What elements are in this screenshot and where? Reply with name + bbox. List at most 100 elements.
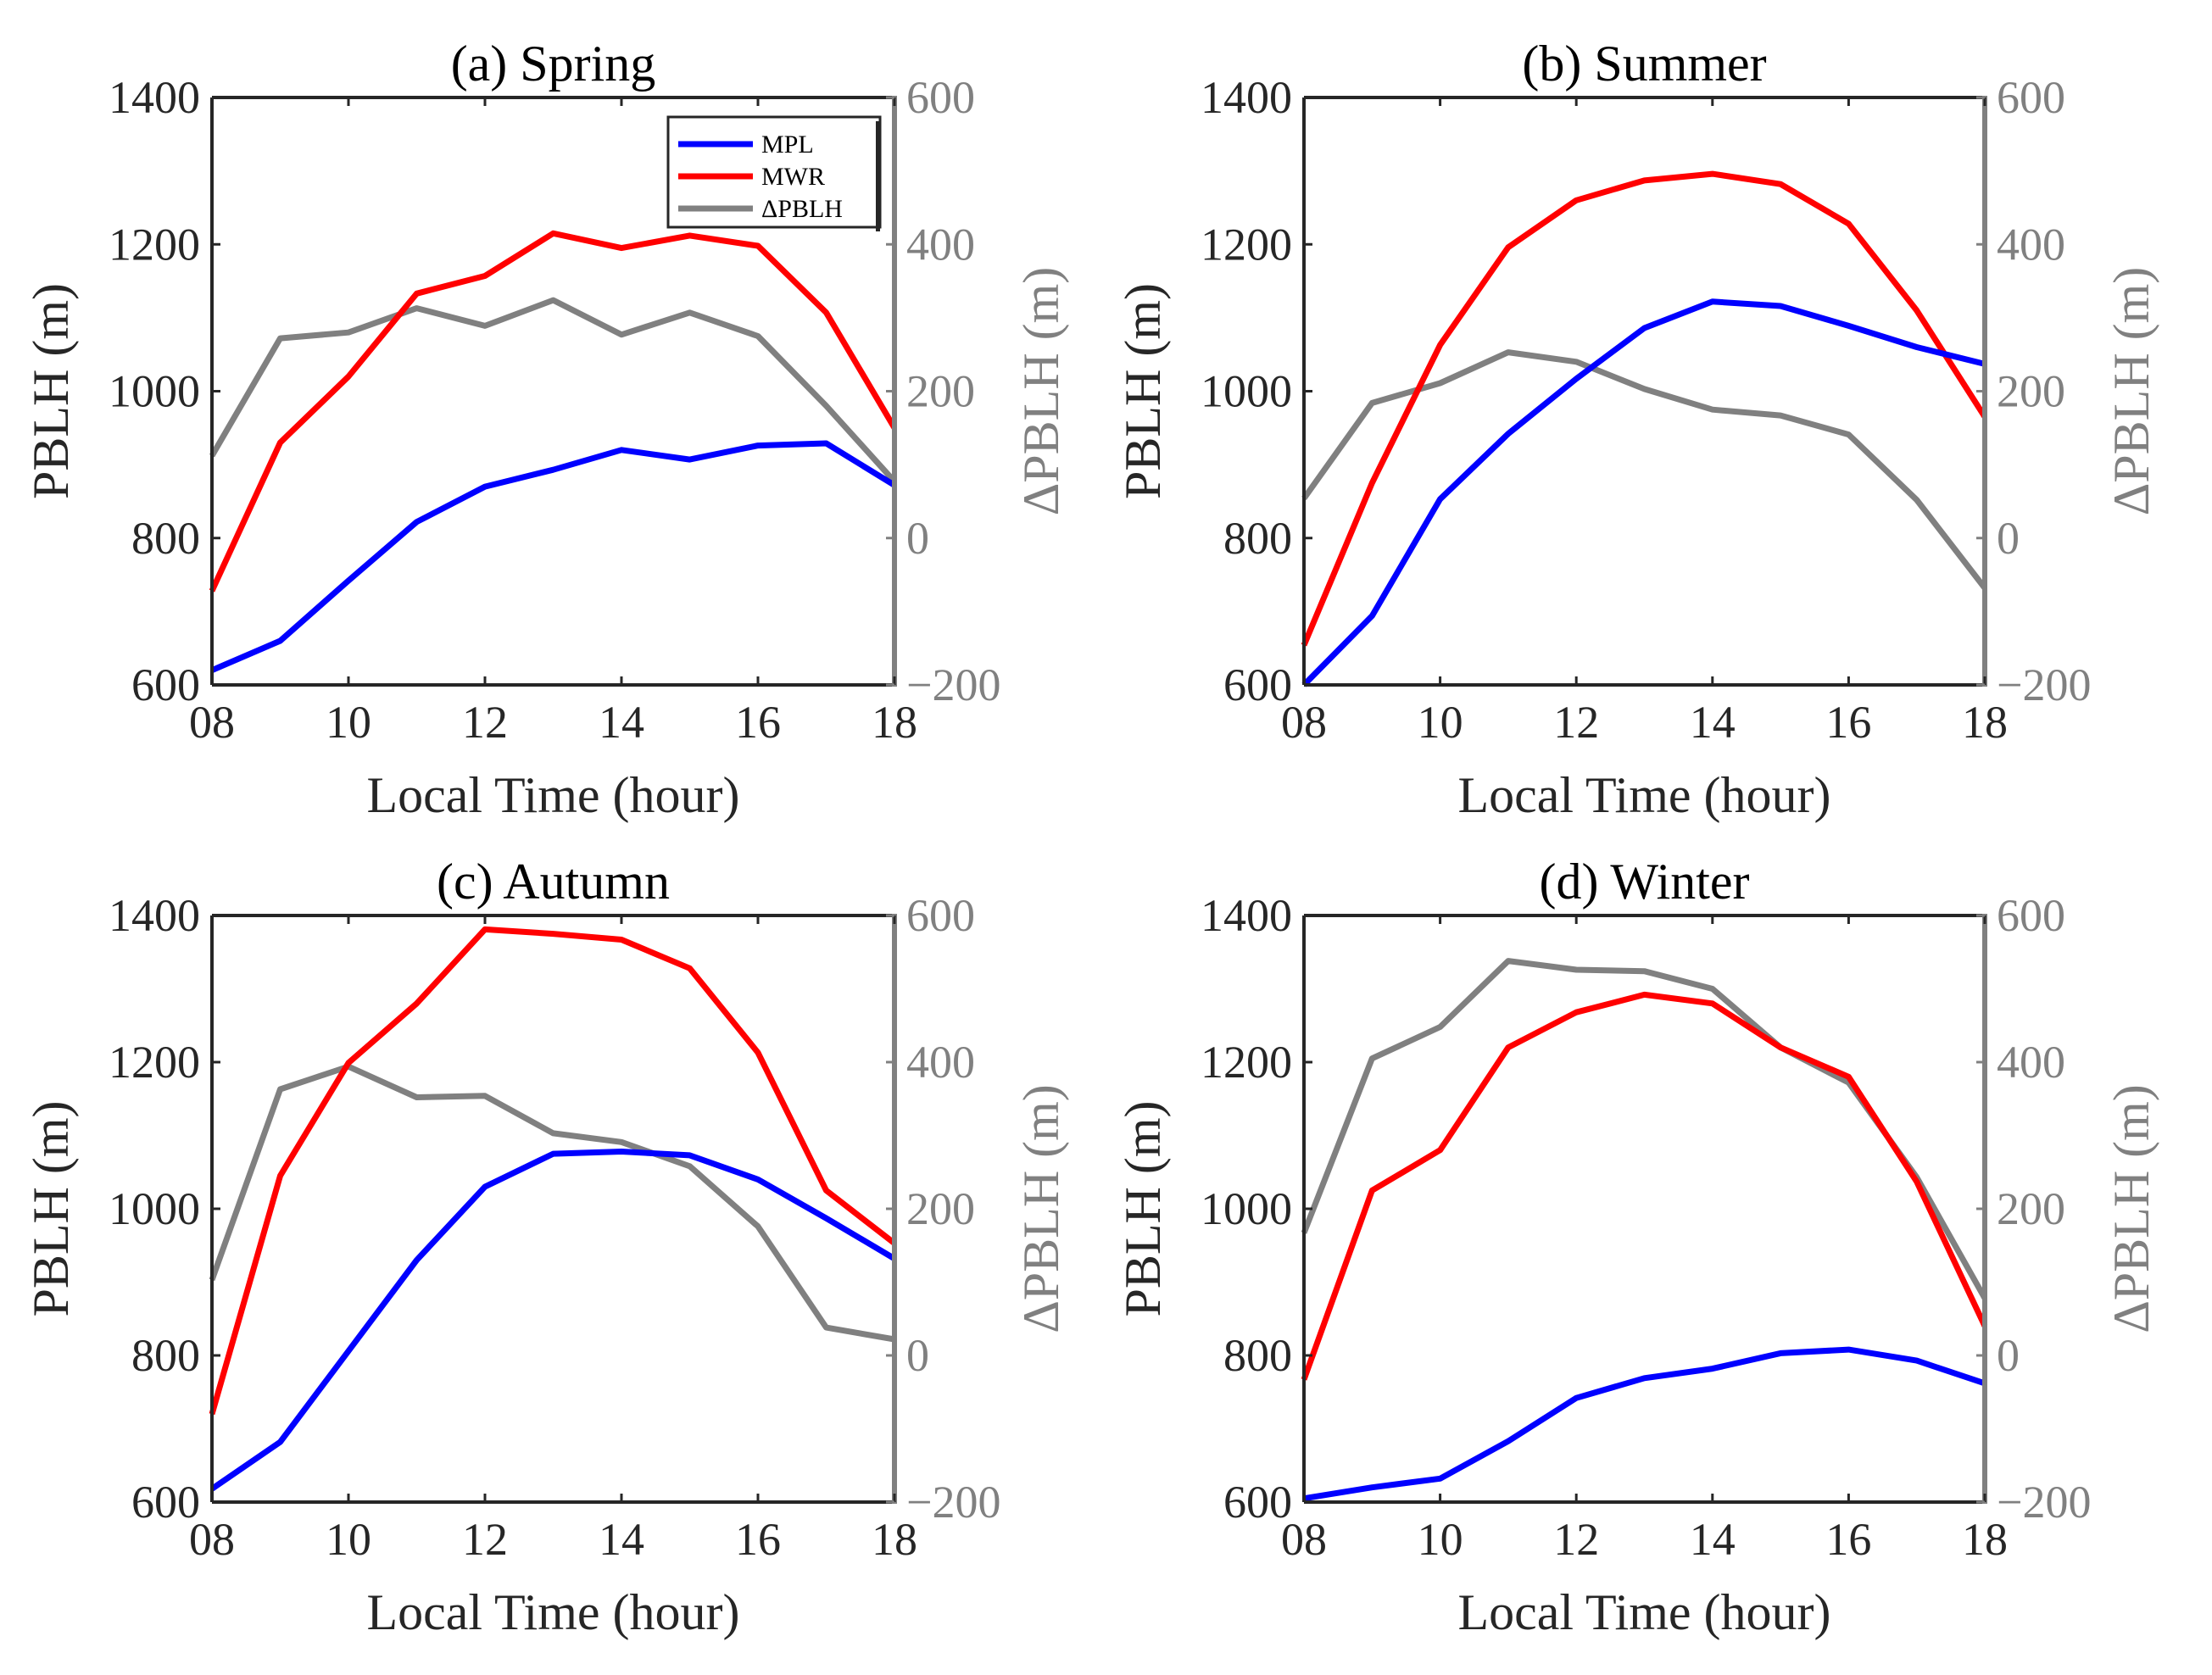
- y2-axis-label: ΔPBLH (m): [2103, 267, 2159, 516]
- x-tick-label: 12: [1553, 1514, 1599, 1565]
- y-tick-label: 800: [1223, 513, 1292, 564]
- x-axis-label: Local Time (hour): [367, 1584, 740, 1640]
- y2-tick-label: −200: [1997, 659, 2091, 710]
- y2-tick-label: 200: [906, 366, 975, 417]
- y2-tick-label: −200: [906, 1477, 1000, 1528]
- panel-2: 08 10 12 14 16 18 600 800 1000 1200 1400 −200 0 200 40…: [1115, 36, 2159, 823]
- series-line-delta-pblh: [209, 297, 897, 484]
- x-tick-label: 10: [326, 697, 371, 748]
- y2-tick-label: 200: [906, 1183, 975, 1234]
- y2-tick-label: 0: [906, 513, 929, 564]
- x-tick-label: 10: [1418, 1514, 1463, 1565]
- y2-tick-label: −200: [1997, 1477, 2091, 1528]
- y-axis-label: PBLH (m): [1115, 1101, 1171, 1317]
- x-tick-label: 18: [872, 697, 917, 748]
- x-tick-label: 08: [1281, 697, 1327, 748]
- x-tick-label: 14: [599, 1514, 644, 1565]
- legend-label: ΔPBLH: [761, 195, 843, 223]
- panel-3: 08 10 12 14 16 18 600 800 1000 1200 1400 −200 0 200 40…: [23, 854, 1069, 1640]
- y-tick-label: 1000: [109, 1183, 200, 1234]
- y-tick-label: 1000: [1201, 1183, 1292, 1234]
- y2-tick-label: 400: [906, 219, 975, 270]
- x-tick-label: 12: [462, 1514, 508, 1565]
- legend-label: MWR: [761, 163, 825, 191]
- legend-shadow: [876, 121, 880, 231]
- x-tick-label: 18: [1962, 1514, 2008, 1565]
- x-tick-label: 14: [599, 697, 644, 748]
- y-tick-label: 600: [131, 1477, 200, 1528]
- x-tick-label: 16: [735, 697, 781, 748]
- series-line-mpl: [210, 440, 896, 673]
- panel-title: (c) Autumn: [437, 854, 670, 910]
- x-tick-label: 08: [1281, 1514, 1327, 1565]
- x-tick-label: 14: [1690, 1514, 1736, 1565]
- panel-title: (b) Summer: [1522, 36, 1766, 92]
- y2-tick-label: 400: [1997, 219, 2065, 270]
- series-line-delta-pblh: [209, 1063, 895, 1343]
- y-tick-label: 1000: [109, 366, 200, 417]
- x-axis-label: Local Time (hour): [367, 767, 740, 823]
- legend: MPL MWR ΔPBLH: [666, 115, 882, 231]
- y2-tick-label: 200: [1997, 1183, 2065, 1234]
- y-tick-label: 1200: [109, 219, 200, 270]
- panel-title: (d) Winter: [1539, 854, 1749, 910]
- y-tick-label: 800: [1223, 1330, 1292, 1381]
- y-tick-label: 1200: [109, 1037, 200, 1088]
- series-line-mwr: [1301, 991, 1988, 1381]
- x-tick-label: 16: [1825, 1514, 1871, 1565]
- y2-tick-label: 600: [906, 72, 975, 123]
- x-tick-label: 16: [1825, 697, 1871, 748]
- x-tick-label: 16: [735, 1514, 781, 1565]
- y2-tick-label: 600: [906, 890, 975, 941]
- x-tick-label: 10: [326, 1514, 371, 1565]
- y-tick-label: 800: [131, 513, 200, 564]
- panel-4: 08 10 12 14 16 18 600 800 1000 1200 1400 −200 0 200 40…: [1115, 854, 2159, 1640]
- y-axis-label: PBLH (m): [1115, 283, 1171, 499]
- series-line-mwr: [1301, 170, 1987, 647]
- x-tick-label: 18: [872, 1514, 917, 1565]
- y-tick-label: 1200: [1201, 1037, 1292, 1088]
- x-tick-label: 18: [1962, 697, 2008, 748]
- y2-tick-label: 400: [1997, 1037, 2065, 1088]
- y2-axis-label: ΔPBLH (m): [1013, 1084, 1069, 1333]
- x-tick-label: 10: [1418, 697, 1463, 748]
- y-tick-label: 600: [131, 659, 200, 710]
- x-tick-label: 08: [189, 697, 235, 748]
- y-axis-label: PBLH (m): [23, 283, 79, 499]
- x-axis-label: Local Time (hour): [1458, 1584, 1831, 1640]
- y2-tick-label: 0: [1997, 1330, 2020, 1381]
- y2-tick-label: 400: [906, 1037, 975, 1088]
- y2-tick-label: 600: [1997, 72, 2065, 123]
- x-tick-label: 14: [1690, 697, 1736, 748]
- x-tick-label: 12: [1553, 697, 1599, 748]
- y-tick-label: 1400: [109, 72, 200, 123]
- y2-axis-label: ΔPBLH (m): [1013, 267, 1069, 516]
- legend-label: MPL: [761, 131, 814, 159]
- series-line-mpl: [1301, 298, 1986, 687]
- y-tick-label: 1400: [1201, 890, 1292, 941]
- x-axis-label: Local Time (hour): [1458, 767, 1831, 823]
- y-tick-label: 1200: [1201, 219, 1292, 270]
- y-axis-label: PBLH (m): [23, 1101, 79, 1317]
- panel-title: (a) Spring: [451, 36, 656, 92]
- y2-tick-label: 0: [1997, 513, 2020, 564]
- y2-tick-label: 200: [1997, 366, 2065, 417]
- panel-1: 08 10 12 14 16 18 600 800 1000 1200 1400 −200 0 200 40…: [23, 36, 1069, 823]
- y2-tick-label: 0: [906, 1330, 929, 1381]
- y-tick-label: 600: [1223, 1477, 1292, 1528]
- y2-tick-label: −200: [906, 659, 1000, 710]
- y-tick-label: 800: [131, 1330, 200, 1381]
- series-line-mpl: [1303, 1346, 1986, 1502]
- x-tick-label: 08: [189, 1514, 235, 1565]
- y-tick-label: 1400: [109, 890, 200, 941]
- x-tick-label: 12: [462, 697, 508, 748]
- y2-tick-label: 600: [1997, 890, 2065, 941]
- series-line-mpl: [210, 1149, 896, 1492]
- y-tick-label: 1400: [1201, 72, 1292, 123]
- series-line-mwr: [209, 926, 897, 1416]
- y-tick-label: 1000: [1201, 366, 1292, 417]
- y-tick-label: 600: [1223, 659, 1292, 710]
- series-line-mwr: [209, 230, 898, 593]
- y2-axis-label: ΔPBLH (m): [2103, 1084, 2159, 1333]
